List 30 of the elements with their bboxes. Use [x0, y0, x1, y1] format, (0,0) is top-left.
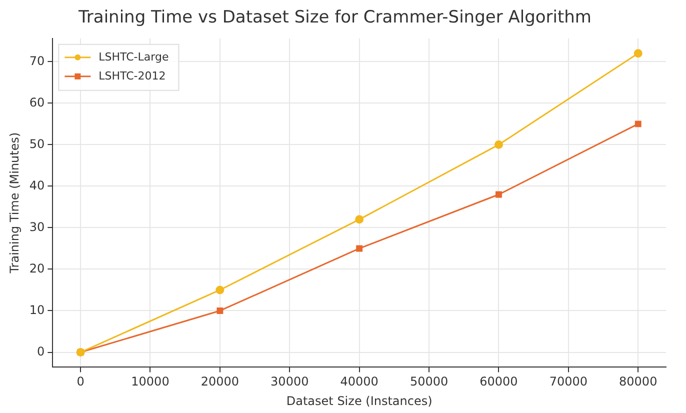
x-tick-label: 50000	[410, 374, 448, 389]
x-tick-label: 70000	[549, 374, 588, 389]
chart-title: Training Time vs Dataset Size for Crammer-Singer Algorithm	[78, 8, 592, 28]
x-tick-label: 10000	[131, 374, 170, 389]
point	[356, 245, 363, 252]
point	[355, 215, 364, 224]
x-tick-label: 80000	[619, 374, 658, 389]
x-tick-label: 40000	[340, 374, 378, 389]
x-tick-label: 60000	[480, 374, 518, 389]
y-tick-label: 0	[37, 344, 45, 358]
x-tick-label: 30000	[270, 374, 309, 389]
y-tick-label: 40	[29, 178, 45, 192]
point	[634, 120, 642, 128]
x-axis-title: Dataset Size (Instances)	[286, 394, 432, 408]
legend-label: LSHTC-Large	[98, 50, 169, 64]
y-tick-label: 20	[29, 261, 45, 276]
y-axis-title: Training Time (Minutes)	[7, 132, 22, 274]
x-tick-label: 20000	[200, 374, 240, 389]
point	[496, 191, 502, 198]
y-tick-label: 10	[29, 302, 45, 317]
y-tick-label: 30	[29, 220, 45, 234]
x-tick-label: 0	[76, 374, 84, 389]
point	[494, 140, 503, 149]
y-tick-label: 70	[29, 54, 45, 68]
point	[216, 286, 224, 294]
point	[216, 308, 224, 314]
point	[634, 49, 642, 58]
y-tick-label: 50	[29, 136, 45, 151]
y-tick-label: 60	[29, 95, 45, 110]
legend-label: LSHTC-2012	[98, 69, 166, 82]
